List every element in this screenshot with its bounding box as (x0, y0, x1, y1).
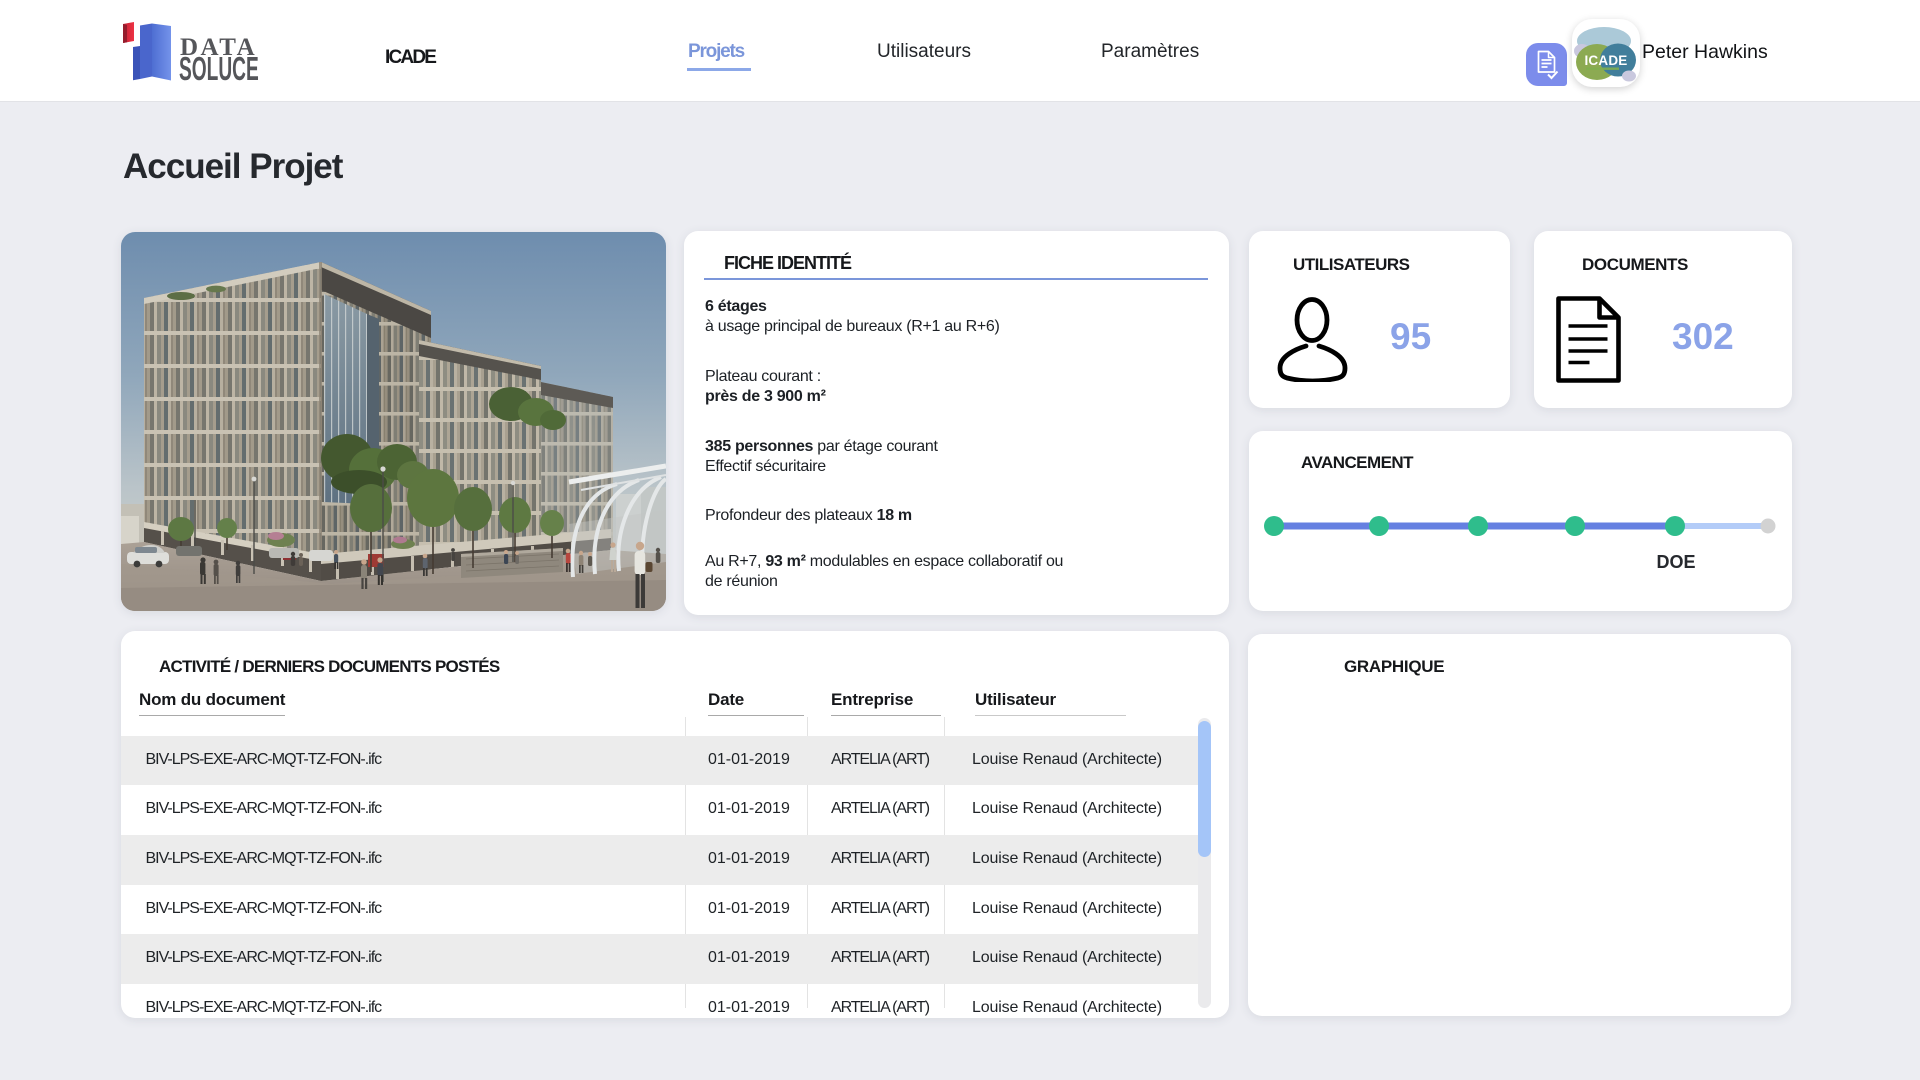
svg-text:DATA: DATA (180, 34, 257, 61)
svg-text:DOE: DOE (1656, 552, 1695, 572)
svg-text:SOLUCE: SOLUCE (179, 51, 259, 88)
svg-text:ICADE: ICADE (1584, 53, 1627, 68)
